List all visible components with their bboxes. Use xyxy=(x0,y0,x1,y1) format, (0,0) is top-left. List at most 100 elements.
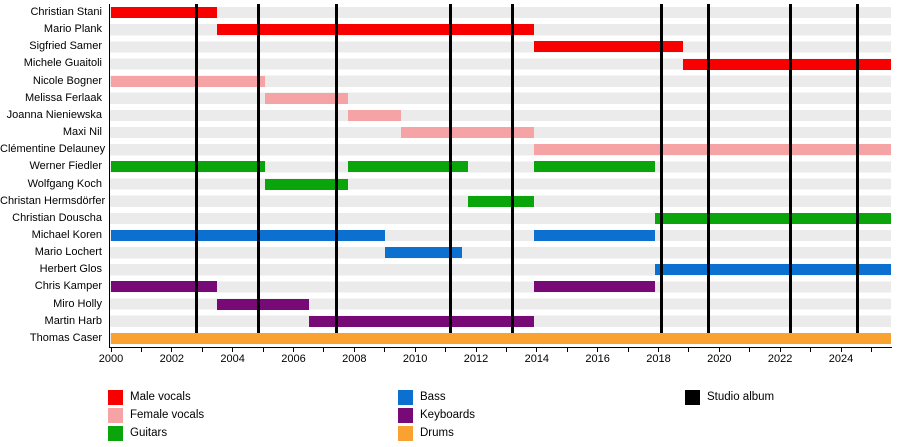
member-label: Martin Harb xyxy=(44,314,102,327)
tenure-bar xyxy=(348,161,469,173)
tenure-bar xyxy=(111,75,265,87)
x-axis-tick xyxy=(353,348,355,352)
studio-album-line xyxy=(660,4,664,333)
member-label: Herbert Glos xyxy=(39,263,102,276)
x-axis-tick xyxy=(718,348,720,352)
legend-label: Drums xyxy=(420,427,454,439)
member-label: Nicole Bogner xyxy=(32,74,102,87)
x-axis-tick-label: 2000 xyxy=(98,353,124,365)
member-label: Michele Guaitoli xyxy=(23,57,102,70)
tenure-bar xyxy=(682,58,891,70)
x-axis-tick-label: 2024 xyxy=(828,353,854,365)
x-axis-tick-label: 2008 xyxy=(342,353,367,365)
x-axis-tick xyxy=(566,348,568,352)
tenure-bar xyxy=(348,109,402,121)
x-axis-tick-label: 2010 xyxy=(402,353,428,365)
tenure-bar xyxy=(533,144,891,156)
female-vocals-swatch-icon xyxy=(108,408,123,423)
x-axis-line xyxy=(109,347,892,348)
tenure-bar xyxy=(217,24,534,36)
studio-album-line xyxy=(789,4,793,333)
tenure-bar xyxy=(533,281,656,293)
member-label: Wolfgang Koch xyxy=(27,177,102,190)
x-axis-tick-label: 2012 xyxy=(463,353,489,365)
member-label: Christan Hermsdörfer xyxy=(0,194,106,207)
member-label: Mario Plank xyxy=(43,23,102,36)
tenure-bar xyxy=(111,281,218,293)
member-label: Christian Douscha xyxy=(12,211,102,224)
x-axis-tick xyxy=(505,348,507,352)
legend-label: Studio album xyxy=(707,391,775,403)
tenure-bar xyxy=(384,247,463,259)
legend-label: Keyboards xyxy=(420,409,475,421)
x-axis-tick xyxy=(779,348,781,352)
member-label: Christian Stani xyxy=(30,6,102,18)
keyboards-swatch-icon xyxy=(398,408,413,423)
studio-album-line xyxy=(856,4,860,333)
x-axis-tick xyxy=(810,348,812,352)
legend-label: Male vocals xyxy=(130,391,191,403)
x-axis-tick-label: 2004 xyxy=(220,353,245,365)
member-label: Werner Fiedler xyxy=(29,160,102,173)
x-axis-tick xyxy=(323,348,325,352)
member-label: Michael Koren xyxy=(31,228,102,241)
x-axis-tick xyxy=(749,348,751,352)
member-label: Maxi Nil xyxy=(62,126,102,139)
x-axis-tick xyxy=(384,348,386,352)
studio-album-line xyxy=(334,4,338,333)
studio-album-line xyxy=(511,4,514,333)
tenure-bar xyxy=(111,332,891,344)
tenure-bar xyxy=(655,264,891,276)
tenure-bar xyxy=(533,41,683,53)
member-label: Mario Lochert xyxy=(34,246,102,259)
x-axis-tick-label: 2020 xyxy=(707,353,732,365)
legend-label: Bass xyxy=(420,391,446,403)
x-axis-tick xyxy=(840,348,842,352)
x-axis-tick-label: 2022 xyxy=(767,353,793,365)
member-name-labels: Christian Stani Mario Plank Sigfried Samer… xyxy=(0,4,106,347)
legend-label: Guitars xyxy=(130,427,168,439)
tenure-bar xyxy=(264,178,349,190)
x-axis-tick xyxy=(445,348,447,352)
studio-album-line xyxy=(194,4,198,333)
tenure-bar xyxy=(264,92,349,104)
x-axis-tick xyxy=(688,348,690,352)
x-axis-tick-label: 2018 xyxy=(646,353,671,365)
studio-album-line xyxy=(257,4,261,333)
studio-album-line xyxy=(707,4,711,333)
bass-swatch-icon xyxy=(398,390,413,405)
member-label: Chris Kamper xyxy=(34,280,102,293)
x-axis-tick-label: 2006 xyxy=(281,353,306,365)
studio-album-line xyxy=(448,4,452,333)
legend-label: Female vocals xyxy=(130,409,205,421)
tenure-bar xyxy=(468,195,534,207)
x-axis-tick xyxy=(293,348,294,352)
x-axis-tick-label: 2014 xyxy=(524,353,550,365)
member-label: Joanna Nieniewska xyxy=(6,108,102,121)
tenure-bar xyxy=(655,212,891,224)
tenure-bar xyxy=(401,127,534,139)
drums-swatch-icon xyxy=(398,426,413,441)
timeline-plot-area xyxy=(110,4,891,347)
tenure-bar xyxy=(217,298,309,310)
member-label: Sigfried Samer xyxy=(29,40,102,53)
x-axis-tick xyxy=(414,348,416,352)
x-axis-tick xyxy=(536,348,538,352)
tenure-bar xyxy=(533,161,656,173)
x-axis-tick xyxy=(232,348,234,352)
tenure-bar xyxy=(111,161,265,173)
x-axis-tick xyxy=(658,348,659,352)
x-axis-tick xyxy=(171,348,173,352)
member-label: Clémentine Delauney xyxy=(0,143,106,156)
member-label: Thomas Caser xyxy=(29,331,102,344)
x-axis-tick-label: 2016 xyxy=(585,353,610,365)
legend: Male vocals Female vocals Guitars Bass Keybo… xyxy=(0,385,900,447)
x-axis-tick xyxy=(140,348,142,352)
tenure-bar xyxy=(111,230,385,242)
male-vocals-swatch-icon xyxy=(108,390,123,405)
x-axis-tick-label: 2002 xyxy=(159,353,185,365)
tenure-bar xyxy=(111,7,218,19)
tenure-bar xyxy=(533,230,656,242)
x-axis-tick xyxy=(201,348,203,352)
